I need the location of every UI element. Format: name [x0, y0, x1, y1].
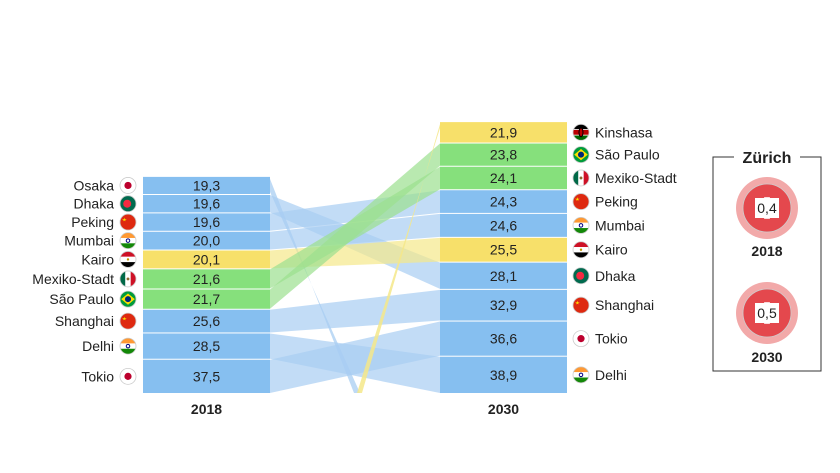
inset-year-2030: 2030: [751, 349, 782, 365]
label-2030-kinshasa: Kinshasa: [595, 124, 653, 140]
china-flag-icon: [119, 312, 137, 330]
cell-2018-dhaka: [143, 195, 270, 213]
brazil-flag-icon: [119, 290, 137, 308]
india-flag-icon: [572, 216, 590, 234]
mexico-flag-icon: [119, 270, 137, 288]
japan-flag-icon: [572, 330, 590, 348]
egypt-flag-icon: [572, 241, 590, 259]
label-2018-kairo: Kairo: [81, 251, 114, 267]
link-group: [270, 124, 440, 393]
brazil-flag-icon: [572, 146, 590, 164]
japan-flag-icon: [119, 177, 137, 194]
inset-title: Zürich: [743, 150, 792, 167]
zurich-inset: Zürich 0,4 2018 0,5 2030: [712, 147, 822, 372]
label-2018-delhi: Delhi: [82, 338, 114, 354]
value-2030-peking: 24,3: [490, 194, 517, 210]
cell-2018-shanghai: [143, 309, 270, 333]
label-2018-peking: Peking: [71, 214, 114, 230]
label-2018-shanghai: Shanghai: [55, 313, 114, 329]
link-9: [270, 321, 440, 393]
label-2018-osaka: Osaka: [74, 177, 115, 193]
cell-2030-shanghai: [440, 289, 567, 321]
column-2030: 21,9 Kinshasa 23,8 São Paulo 24,1 Mexiko-Stad…: [440, 122, 677, 393]
label-2018-s-o-paulo: São Paulo: [49, 291, 114, 307]
inset-value-2030: 0,5: [757, 305, 777, 321]
china-flag-icon: [119, 213, 137, 231]
cell-2030-s-o-paulo: [440, 143, 567, 166]
japan-flag-icon: [119, 367, 137, 385]
value-2030-mumbai: 24,6: [490, 217, 517, 233]
cell-2030-kinshasa: [440, 122, 567, 143]
label-2030-mexiko-stadt: Mexiko-Stadt: [595, 170, 677, 186]
cell-2030-mexiko-stadt: [440, 166, 567, 190]
value-2030-delhi: 38,9: [490, 367, 517, 383]
bangladesh-flag-icon: [119, 195, 137, 213]
cell-2030-dhaka: [440, 262, 567, 289]
value-2018-tokio: 37,5: [193, 368, 220, 384]
mexico-flag-icon: [572, 169, 590, 187]
cell-2030-delhi: [440, 356, 567, 393]
label-2018-tokio: Tokio: [81, 368, 114, 384]
cell-2018-tokio: [143, 359, 270, 393]
inset-value-bg-2030: [755, 303, 779, 323]
value-2018-kairo: 20,1: [193, 251, 220, 267]
link-6: [270, 143, 440, 309]
egypt-flag-icon: [119, 251, 137, 268]
year-label-2018: 2018: [191, 401, 222, 417]
label-2018-mumbai: Mumbai: [64, 233, 114, 249]
inset-value-bg-2018: [755, 198, 779, 218]
value-2018-osaka: 19,3: [193, 177, 220, 193]
cell-2030-kairo: [440, 237, 567, 262]
value-2030-dhaka: 28,1: [490, 268, 517, 284]
label-2030-dhaka: Dhaka: [595, 268, 636, 284]
value-2018-mexiko-stadt: 21,6: [193, 271, 220, 287]
value-2030-mexiko-stadt: 24,1: [490, 170, 517, 186]
value-2018-shanghai: 25,6: [193, 313, 220, 329]
cell-2018-mumbai: [143, 231, 270, 250]
label-2030-kairo: Kairo: [595, 242, 628, 258]
value-2030-kinshasa: 21,9: [490, 124, 517, 140]
label-2030-tokio: Tokio: [595, 331, 628, 347]
india-flag-icon: [119, 337, 137, 355]
cell-2018-osaka: [143, 176, 270, 195]
value-2018-peking: 19,6: [193, 214, 220, 230]
cell-2018-kairo: [143, 250, 270, 269]
cell-2018-peking: [143, 213, 270, 231]
value-2018-delhi: 28,5: [193, 338, 220, 354]
label-2030-mumbai: Mumbai: [595, 217, 645, 233]
year-label-2030: 2030: [488, 401, 519, 417]
value-2018-dhaka: 19,6: [193, 196, 220, 212]
label-2018-dhaka: Dhaka: [74, 196, 115, 212]
cell-2030-mumbai: [440, 213, 567, 237]
label-2030-shanghai: Shanghai: [595, 297, 654, 313]
value-2018-s-o-paulo: 21,7: [193, 291, 220, 307]
value-2030-shanghai: 32,9: [490, 297, 517, 313]
india-flag-icon: [572, 366, 590, 384]
inset-value-2018: 0,4: [757, 200, 777, 216]
kenya-flag-icon: [572, 123, 590, 141]
china-flag-icon: [572, 193, 590, 210]
inset-year-2018: 2018: [751, 243, 782, 259]
label-2030-peking: Peking: [595, 194, 638, 210]
value-2018-mumbai: 20,0: [193, 233, 220, 249]
value-2030-kairo: 25,5: [490, 242, 517, 258]
bangladesh-flag-icon: [572, 267, 590, 285]
column-2018: 19,3 Osaka 19,6 Dhaka 19,6 Peking 20,0 Mumbai 20…: [32, 176, 270, 393]
cell-2030-peking: [440, 190, 567, 213]
link-7: [270, 289, 440, 333]
label-2030-delhi: Delhi: [595, 367, 627, 383]
label-2018-mexiko-stadt: Mexiko-Stadt: [32, 271, 114, 287]
cell-2018-s-o-paulo: [143, 289, 270, 309]
cell-2018-delhi: [143, 333, 270, 359]
cell-2018-mexiko-stadt: [143, 269, 270, 289]
label-2030-s-o-paulo: São Paulo: [595, 147, 660, 163]
value-2030-tokio: 36,6: [490, 331, 517, 347]
india-flag-icon: [119, 232, 137, 250]
china-flag-icon: [572, 296, 590, 314]
cell-2030-tokio: [440, 321, 567, 356]
value-2030-s-o-paulo: 23,8: [490, 147, 517, 163]
